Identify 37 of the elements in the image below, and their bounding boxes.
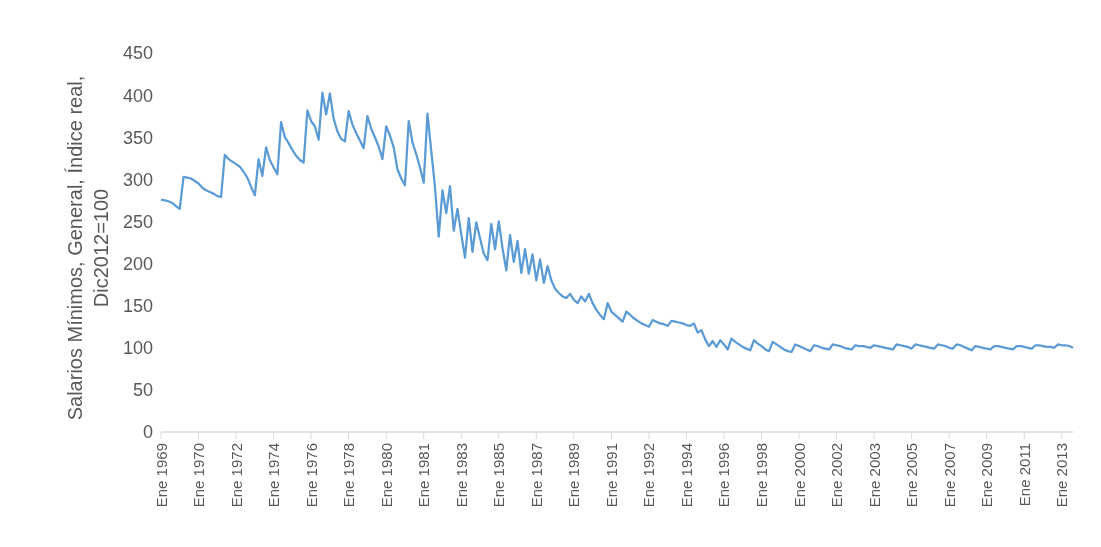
x-tick-label: Ene 2007: [940, 443, 958, 508]
y-tick-label: 150: [122, 296, 153, 317]
x-tick-label: Ene 1976: [302, 443, 320, 508]
y-tick-label: 50: [132, 380, 153, 401]
x-tick-label: Ene 1972: [227, 443, 245, 508]
x-tick-label: Ene 2005: [903, 443, 921, 508]
x-tick-label: Ene 2013: [1053, 443, 1071, 508]
x-tick-label: Ene 2003: [865, 443, 883, 508]
x-tick-label: Ene 1985: [490, 443, 508, 508]
x-tick-label: Ene 2000: [790, 443, 808, 508]
y-tick-label: 450: [122, 43, 153, 64]
y-tick-label: 200: [122, 253, 153, 274]
x-tick-label: Ene 1994: [677, 443, 695, 508]
y-tick-label: 250: [122, 211, 153, 232]
x-tick-label: Ene 2009: [978, 443, 996, 508]
x-tick-label: Ene 1969: [152, 443, 170, 508]
x-tick-label: Ene 1974: [265, 443, 283, 508]
x-tick-label: Ene 2002: [828, 443, 846, 508]
x-tick-label: Ene 1981: [415, 443, 433, 508]
x-tick-label: Ene 1970: [190, 443, 208, 508]
x-tick-label: Ene 1983: [452, 443, 470, 508]
y-tick-label: 300: [122, 169, 153, 190]
x-tick-label: Ene 1987: [527, 443, 545, 508]
x-tick-label: Ene 1991: [602, 443, 620, 508]
y-tick-label: 400: [122, 85, 153, 106]
x-tick-label: Ene 1998: [752, 443, 770, 508]
y-tick-label: 350: [122, 127, 153, 148]
y-tick-label: 0: [142, 422, 153, 443]
x-tick-label: Ene 1992: [640, 443, 658, 508]
line-series: [159, 91, 1075, 354]
x-tick-label: Ene 1978: [340, 443, 358, 508]
y-axis-title: Salarios Mínimos, General, Índice real, Dic2012=100: [63, 74, 113, 423]
x-tick-label: Ene 1996: [715, 443, 733, 508]
x-tick-label: Ene 2011: [1015, 443, 1033, 507]
x-tick-label: Ene 1980: [377, 443, 395, 508]
y-tick-label: 100: [122, 338, 153, 359]
x-tick-label: Ene 1989: [565, 443, 583, 508]
